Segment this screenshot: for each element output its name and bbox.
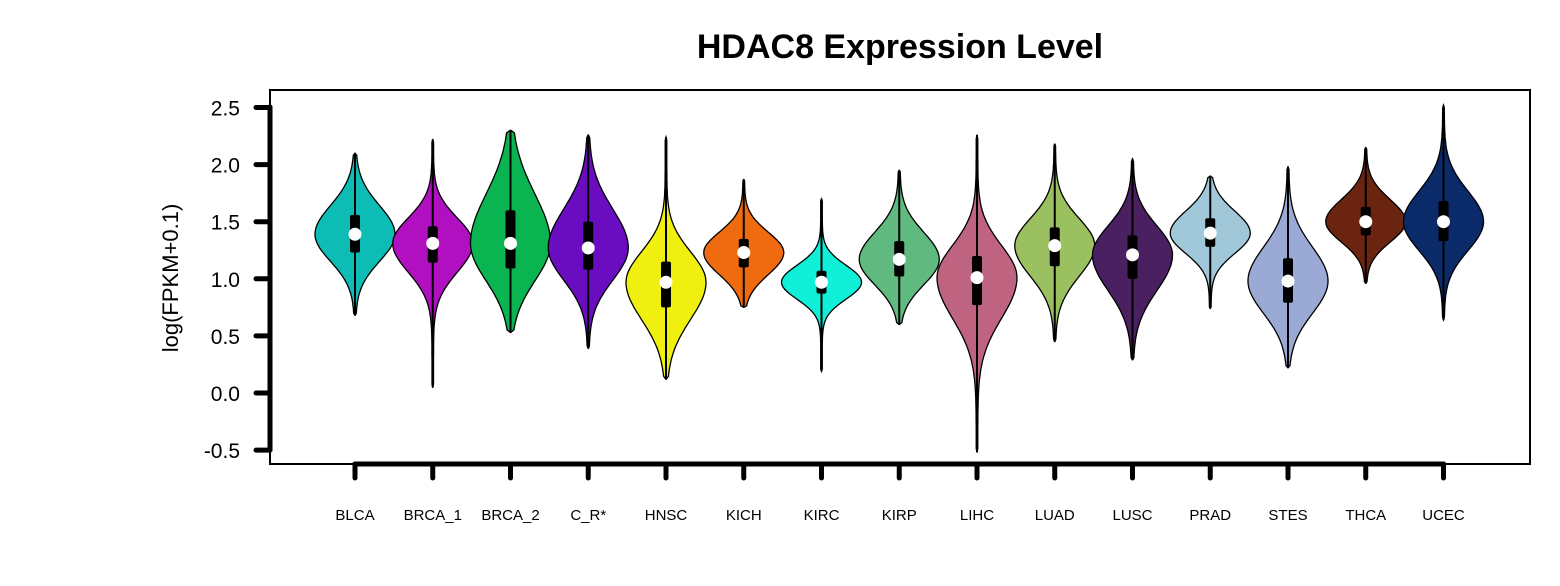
x-tick-label: THCA <box>1345 507 1386 524</box>
violin-median-point <box>815 275 828 289</box>
violin-median-point <box>1281 274 1295 288</box>
x-tick-label: BRCA_1 <box>404 507 462 524</box>
violin-kirc <box>780 197 863 374</box>
y-tick-label: 1.0 <box>211 269 240 292</box>
y-axis: -0.5 0.0 0.5 1.0 1.5 2.0 2.5 <box>204 98 273 463</box>
y-tick-label: 2.5 <box>211 98 240 121</box>
violin-median-point <box>581 241 595 255</box>
violin-luad <box>1014 143 1096 343</box>
x-tick-label: C_R* <box>570 507 606 524</box>
x-tick-label: STES <box>1268 507 1307 524</box>
x-tick-label: BRCA_2 <box>481 507 539 524</box>
y-tick-label: 1.5 <box>211 212 240 235</box>
x-tick-label: KIRP <box>882 507 917 524</box>
violin-ucec <box>1402 102 1485 322</box>
violin-c-r- <box>547 134 629 350</box>
x-tick-label: HNSC <box>645 507 688 524</box>
violin-median-point <box>737 246 751 260</box>
y-tick-label: -0.5 <box>204 440 240 463</box>
y-axis-label: log(FPKM+0.1) <box>158 204 183 353</box>
x-tick-label: LIHC <box>960 507 994 524</box>
violin-median-point <box>504 236 517 250</box>
violin-blca <box>314 152 396 316</box>
violin-median-point <box>970 271 984 285</box>
violin-kich <box>703 178 785 309</box>
x-tick-label: LUSC <box>1112 507 1152 524</box>
violin-prad <box>1169 175 1251 310</box>
y-tick-label: 0.0 <box>211 383 240 406</box>
violin-lusc <box>1091 157 1174 361</box>
violin-hnsc <box>625 134 707 380</box>
x-tick-label: UCEC <box>1422 507 1465 524</box>
violin-brca-1 <box>392 138 474 388</box>
violin-lihc <box>936 134 1018 453</box>
y-tick-label: 0.5 <box>211 326 240 349</box>
violin-median-point <box>1359 215 1373 229</box>
y-tick-label: 2.0 <box>211 155 240 178</box>
x-tick-label: KICH <box>726 507 762 524</box>
violin-median-point <box>892 252 906 266</box>
violin-kirp <box>858 169 940 326</box>
x-axis: BLCA BRCA_1 BRCA_2 C_R* HNSC KICH KIRC KIRP LIHC… <box>335 461 1465 524</box>
violin-median-point <box>348 227 362 241</box>
x-tick-label: LUAD <box>1035 507 1075 524</box>
violin-median-point <box>1203 226 1217 240</box>
x-tick-label: PRAD <box>1189 507 1231 524</box>
violin-brca-2 <box>469 129 552 334</box>
violin-thca <box>1325 146 1407 285</box>
violin-median-point <box>1437 215 1450 229</box>
violin-stes <box>1247 165 1329 369</box>
chart-title: HDAC8 Expression Level <box>697 28 1103 66</box>
violins <box>314 102 1485 453</box>
x-tick-label: KIRC <box>804 507 840 524</box>
violin-median-point <box>1048 239 1062 253</box>
violin-median-point <box>426 236 440 250</box>
violin-median-point <box>1126 248 1139 262</box>
x-tick-label: BLCA <box>335 507 374 524</box>
violin-median-point <box>659 275 673 289</box>
